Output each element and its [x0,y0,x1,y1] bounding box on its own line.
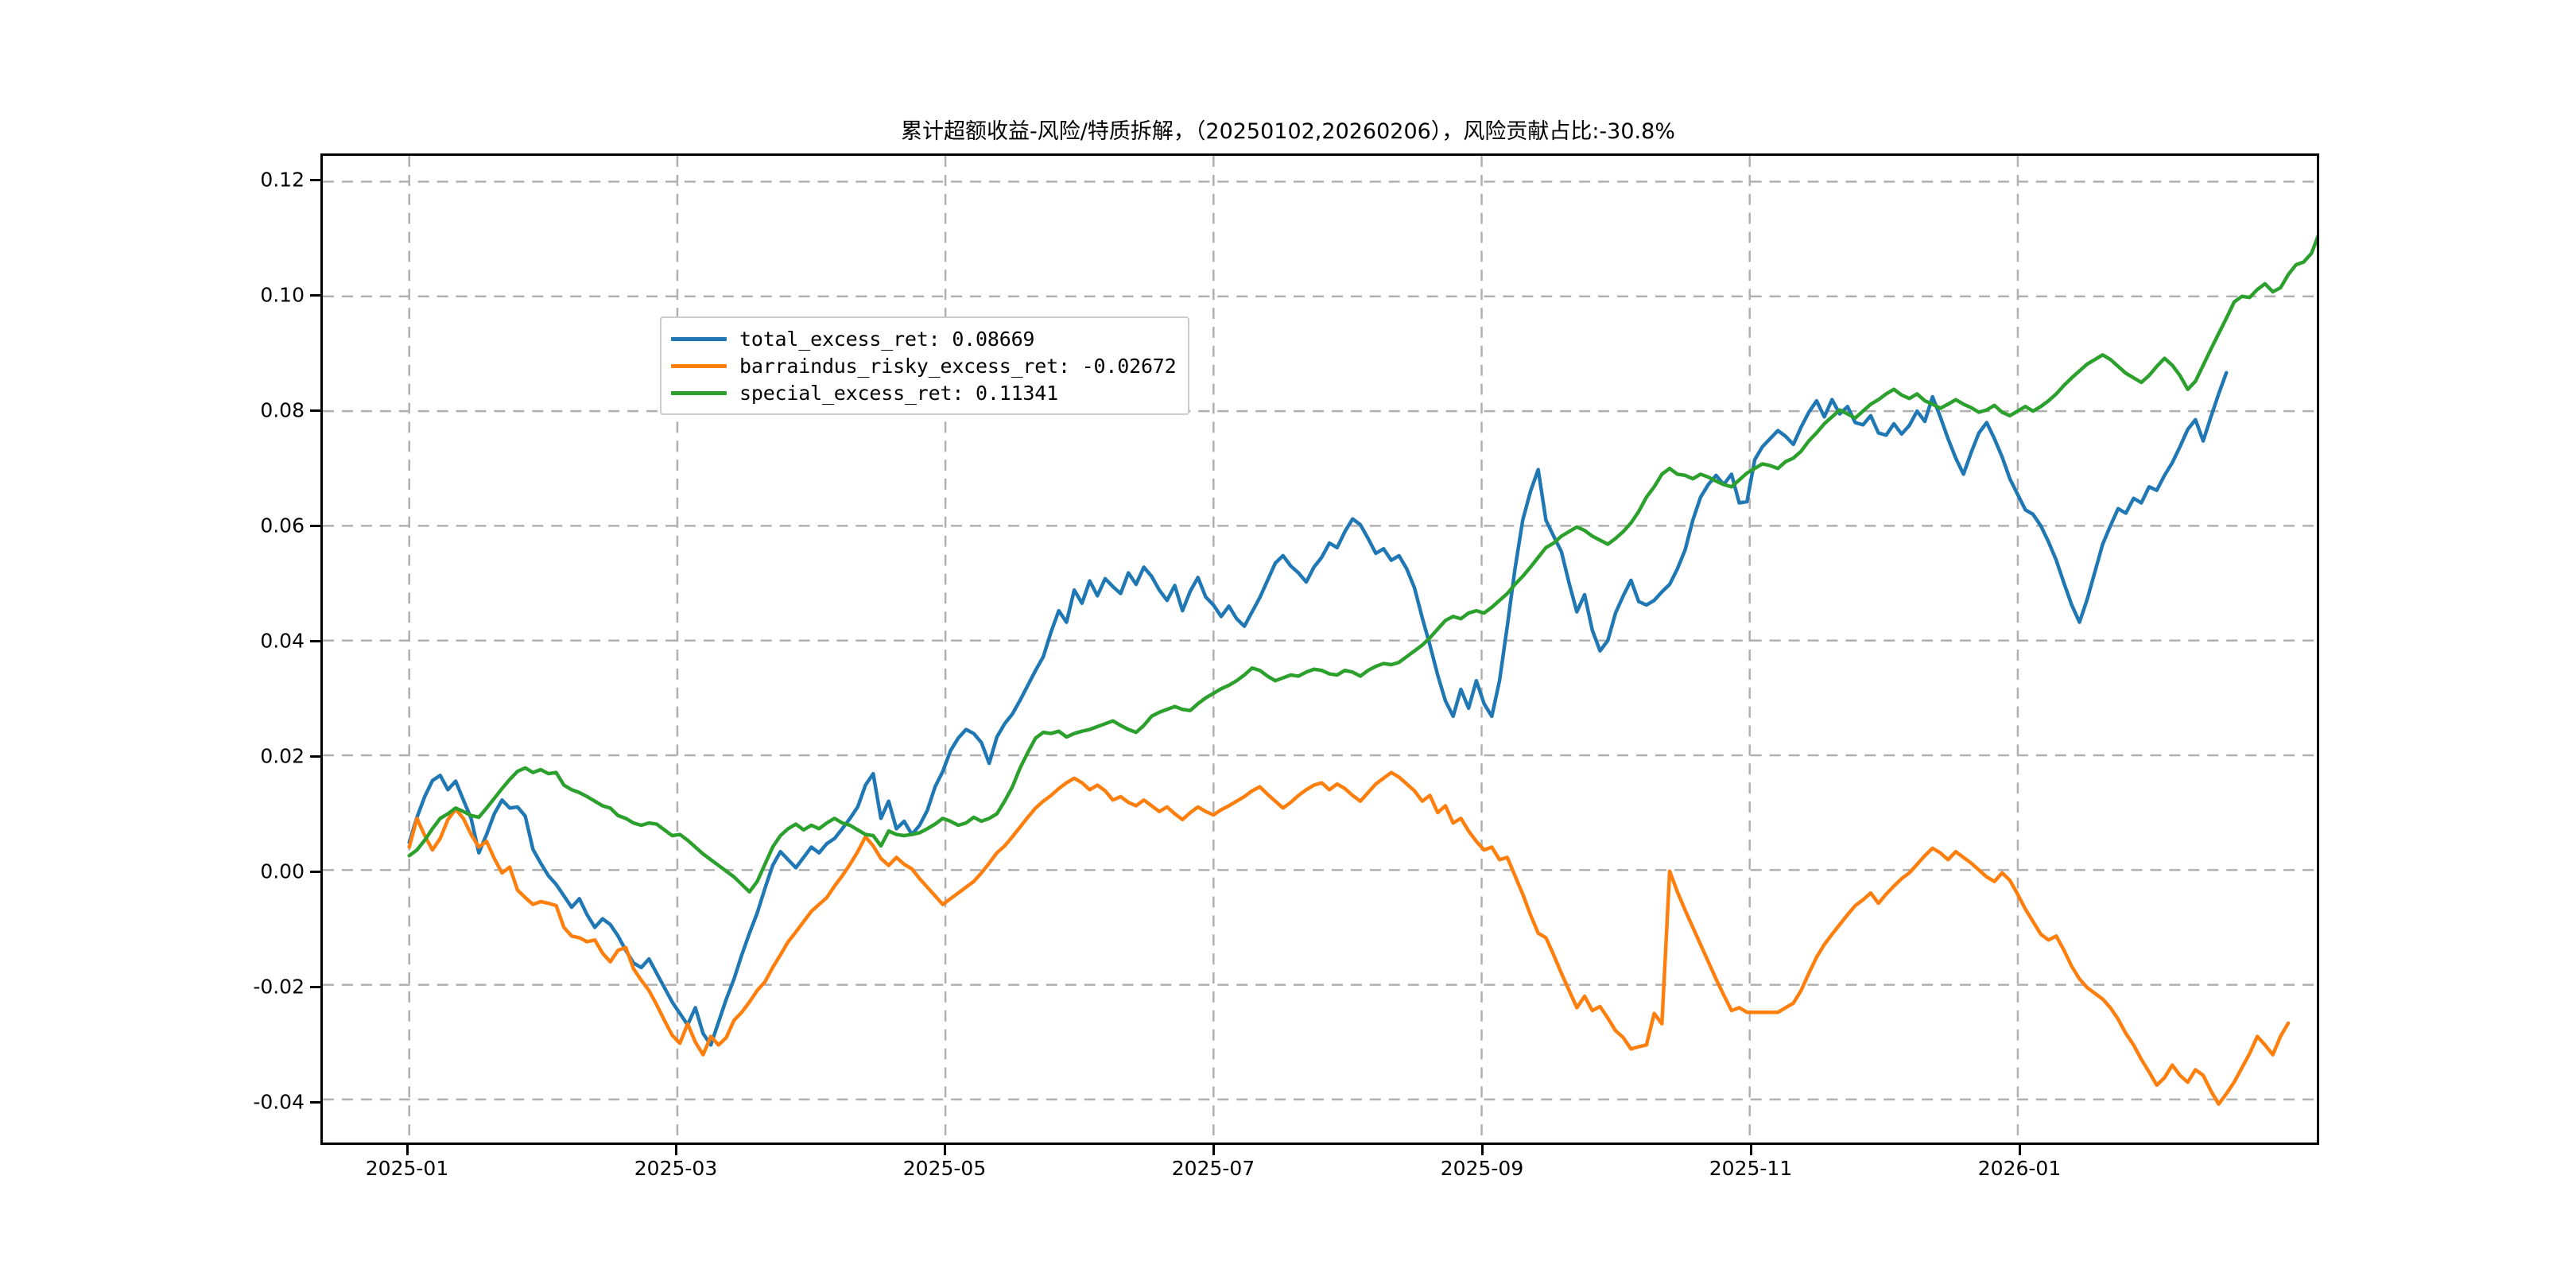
series-line-barraindus_risky_excess_ret [407,770,2291,1106]
y-tick-mark [310,755,320,758]
y-tick-label: 0.10 [260,283,305,307]
legend-label: total_excess_ret: 0.08669 [739,327,1035,351]
plot-area: total_excess_ret: 0.08669 barraindus_risk… [320,153,2319,1145]
x-tick-label: 2025-01 [365,1157,449,1180]
x-tick-mark [1750,1145,1752,1155]
y-tick-mark [310,870,320,873]
y-tick-mark [310,409,320,412]
x-tick-mark [2019,1145,2021,1155]
grid-lines [323,156,2317,1143]
x-tick-label: 2025-11 [1709,1157,1793,1180]
y-tick-label: 0.08 [260,398,305,422]
legend-color-swatch [671,363,727,368]
y-tick-label: 0.06 [260,514,305,537]
legend-item-total_excess_ret[interactable]: total_excess_ret: 0.08669 [671,325,1177,352]
plot-svg [323,156,2317,1143]
series-lines [407,234,2317,1106]
x-tick-mark [944,1145,946,1155]
x-tick-label: 2025-07 [1171,1157,1255,1180]
x-tick-mark [675,1145,677,1155]
series-line-special_excess_ret [407,234,2317,894]
legend: total_excess_ret: 0.08669 barraindus_risk… [660,316,1189,415]
y-tick-label: -0.02 [253,975,305,999]
legend-label: barraindus_risky_excess_ret: -0.02672 [739,354,1177,378]
x-tick-label: 2025-05 [902,1157,987,1180]
series-line-total_excess_ret [407,370,2229,1047]
legend-label: special_excess_ret: 0.11341 [739,381,1058,405]
y-tick-label: 0.02 [260,744,305,768]
legend-color-swatch [671,390,727,395]
y-tick-label: 0.00 [260,859,305,883]
legend-item-barraindus_risky_excess_ret[interactable]: barraindus_risky_excess_ret: -0.02672 [671,352,1177,379]
x-tick-mark [1481,1145,1484,1155]
y-tick-label: 0.12 [260,168,305,192]
x-tick-label: 2025-03 [634,1157,718,1180]
y-tick-mark [310,524,320,527]
y-tick-label: -0.04 [253,1090,305,1114]
x-tick-mark [406,1145,409,1155]
y-tick-mark [310,293,320,297]
y-tick-label: 0.04 [260,629,305,653]
y-tick-mark [310,639,320,642]
legend-item-special_excess_ret[interactable]: special_excess_ret: 0.11341 [671,379,1177,406]
y-tick-mark [310,985,320,988]
y-tick-mark [310,178,320,181]
y-tick-mark [310,1100,320,1104]
x-tick-label: 2026-01 [1977,1157,2062,1180]
x-tick-mark [1212,1145,1215,1155]
legend-color-swatch [671,336,727,341]
chart-title: 累计超额收益-风险/特质拆解，（20250102,20260206），风险贡献占… [901,119,1675,144]
x-tick-label: 2025-09 [1440,1157,1524,1180]
